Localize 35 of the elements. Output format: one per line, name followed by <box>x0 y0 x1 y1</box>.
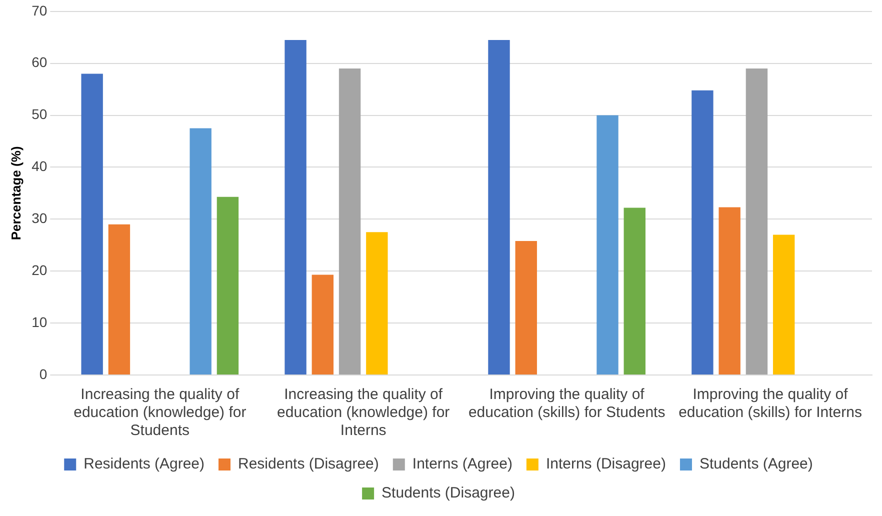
y-tick-label: 20 <box>32 262 48 278</box>
y-tick-label: 40 <box>32 158 48 174</box>
x-tick-label: Increasing the quality of education (knowledge) for Students <box>74 386 246 440</box>
bar <box>190 128 212 374</box>
y-tick-label: 60 <box>32 54 48 70</box>
bar <box>772 234 795 374</box>
x-tick-label: Increasing the quality of education (knowledge) for Interns <box>277 386 450 440</box>
legend-label: Residents (Agree) <box>84 456 205 473</box>
y-tick-label: 30 <box>32 210 48 226</box>
y-tick-label: 10 <box>32 314 48 330</box>
y-tick-label: 70 <box>32 2 48 18</box>
x-tick-label: Improving the quality of education (skills) for Students <box>468 386 666 422</box>
bar <box>596 115 618 374</box>
y-axis-title: Percentage (%) <box>8 146 24 240</box>
bar <box>488 40 510 374</box>
bar <box>338 68 361 374</box>
legend-label: Interns (Agree) <box>412 456 512 473</box>
legend-label: Students (Agree) <box>699 456 813 473</box>
legend-label: Residents (Disagree) <box>238 456 379 473</box>
bar <box>624 208 646 374</box>
legend-label: Students (Disagree) <box>382 484 515 502</box>
bar <box>692 90 714 374</box>
bar <box>718 207 740 374</box>
bar <box>284 40 306 374</box>
legend-label: Interns (Disagree) <box>546 456 666 473</box>
bar <box>108 224 130 374</box>
bar <box>366 232 388 374</box>
bar <box>746 68 768 374</box>
bar <box>312 274 334 374</box>
y-tick-label: 50 <box>32 106 48 122</box>
bar <box>81 74 103 374</box>
bar <box>216 196 239 374</box>
bar <box>515 240 537 374</box>
x-tick-label: Improving the quality of education (skills) for Interns <box>678 386 862 422</box>
y-tick-label: 0 <box>39 366 48 382</box>
